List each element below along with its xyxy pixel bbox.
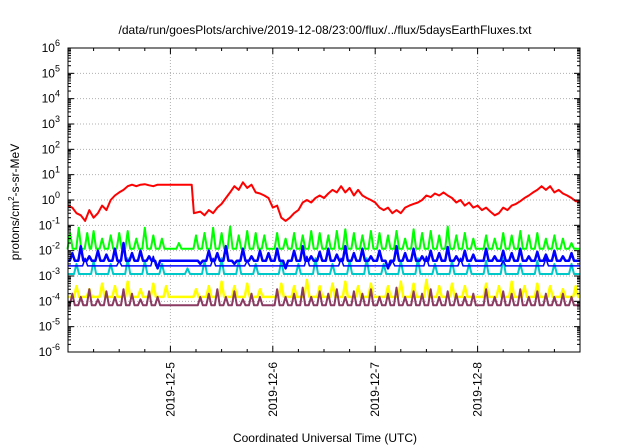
y-tick-base: 10: [42, 193, 56, 207]
x-tick-label: 2019-12-6: [266, 362, 280, 417]
y-tick-base: 10: [42, 168, 56, 182]
y-tick-base: 10: [42, 142, 56, 156]
y-tick-base: 10: [39, 320, 53, 334]
series-line: [66, 225, 580, 250]
y-tick-exponent: -4: [52, 291, 60, 301]
y-axis: 10-610-510-410-310-210-11001011021031041…: [39, 38, 580, 359]
grid-lines: [68, 48, 580, 352]
series-line: [67, 181, 580, 222]
x-tick-label: 2019-12-5: [163, 362, 177, 417]
y-tick-label: 101: [42, 165, 60, 182]
y-tick-base: 10: [42, 66, 56, 80]
y-tick-label: 10-2: [39, 241, 60, 258]
series-line: [68, 255, 580, 267]
x-axis: 2019-12-5 2019-12-6 2019-12-7 2019-12-8: [93, 48, 555, 417]
chart-title: /data/run/goesPlots/archive/2019-12-08/2…: [119, 23, 533, 37]
y-tick-exponent: 0: [55, 190, 60, 200]
y-tick-exponent: 4: [55, 89, 60, 99]
y-tick-base: 10: [42, 41, 56, 55]
y-tick-label: 100: [42, 190, 60, 207]
series-layer: [66, 181, 580, 307]
y-tick-label: 103: [42, 114, 60, 131]
y-tick-label: 106: [42, 38, 60, 55]
y-tick-base: 10: [39, 345, 53, 359]
y-tick-base: 10: [39, 294, 53, 308]
y-axis-label: protons/cm2-s-sr-MeV: [7, 144, 22, 260]
y-tick-base: 10: [39, 218, 53, 232]
y-tick-exponent: 2: [55, 139, 60, 149]
x-tick-label: 2019-12-7: [368, 362, 382, 417]
y-axis-label-part: protons/cm: [8, 201, 22, 260]
y-tick-exponent: 6: [55, 38, 60, 48]
series-line: [68, 241, 580, 270]
y-tick-exponent: -1: [52, 215, 60, 225]
y-tick-label: 10-1: [39, 215, 60, 232]
series-line: [68, 257, 580, 275]
x-axis-label: Coordinated Universal Time (UTC): [233, 431, 417, 445]
y-tick-label: 10-3: [39, 266, 60, 283]
y-tick-label: 102: [42, 139, 60, 156]
y-tick-label: 105: [42, 63, 60, 80]
y-tick-exponent: -6: [52, 342, 60, 352]
y-tick-base: 10: [39, 244, 53, 258]
series-line: [68, 286, 580, 307]
y-tick-label: 104: [42, 89, 60, 106]
y-tick-exponent: -2: [52, 241, 60, 251]
y-tick-base: 10: [42, 92, 56, 106]
y-tick-label: 10-5: [39, 317, 60, 334]
y-tick-exponent: 3: [55, 114, 60, 124]
y-tick-exponent: 1: [55, 165, 60, 175]
y-axis-label-sup: 2: [7, 196, 16, 201]
y-axis-label-part: -s-sr-MeV: [8, 144, 22, 197]
y-tick-exponent: -3: [52, 266, 60, 276]
y-tick-base: 10: [42, 117, 56, 131]
y-tick-base: 10: [39, 269, 53, 283]
x-tick-label: 2019-12-8: [471, 362, 485, 417]
y-tick-exponent: -5: [52, 317, 60, 327]
y-tick-label: 10-6: [39, 342, 60, 359]
y-tick-label: 10-4: [39, 291, 60, 308]
y-tick-exponent: 5: [55, 63, 60, 73]
